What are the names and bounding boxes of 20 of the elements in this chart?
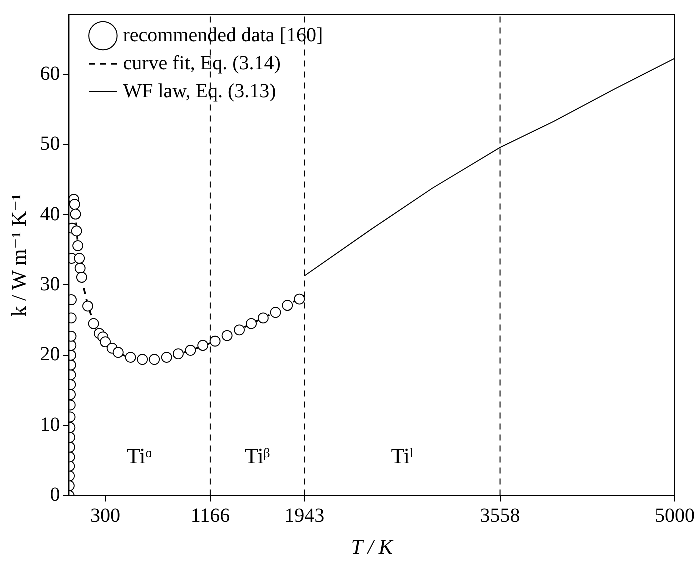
y-tick-label: 10 <box>40 414 60 436</box>
x-tick-label: 5000 <box>655 505 695 528</box>
legend-label: recommended data [160] <box>123 24 324 46</box>
y-tick-label: 30 <box>40 273 60 296</box>
y-tick-label: 50 <box>40 133 60 156</box>
legend-label: WF law, Eq. (3.13) <box>123 80 276 102</box>
x-tick-label: 3558 <box>480 505 520 528</box>
x-tick-label: 300 <box>90 505 121 528</box>
x-tick-label: 1943 <box>284 505 325 528</box>
y-tick-label: 0 <box>50 484 60 506</box>
legend-label: curve fit, Eq. (3.14) <box>123 52 281 74</box>
x-axis-title: T / K <box>351 534 394 559</box>
x-tick-label: 1166 <box>190 505 230 528</box>
annotation: Tiᵝ <box>245 444 270 469</box>
annotation: Tiᵅ <box>126 444 153 469</box>
annotation: Tiˡ <box>391 444 414 469</box>
y-tick-label: 60 <box>40 62 60 85</box>
y-tick-label: 20 <box>40 344 60 366</box>
y-tick-label: 40 <box>40 203 60 226</box>
y-axis-title: k / W m⁻¹ K⁻¹ <box>7 194 32 317</box>
